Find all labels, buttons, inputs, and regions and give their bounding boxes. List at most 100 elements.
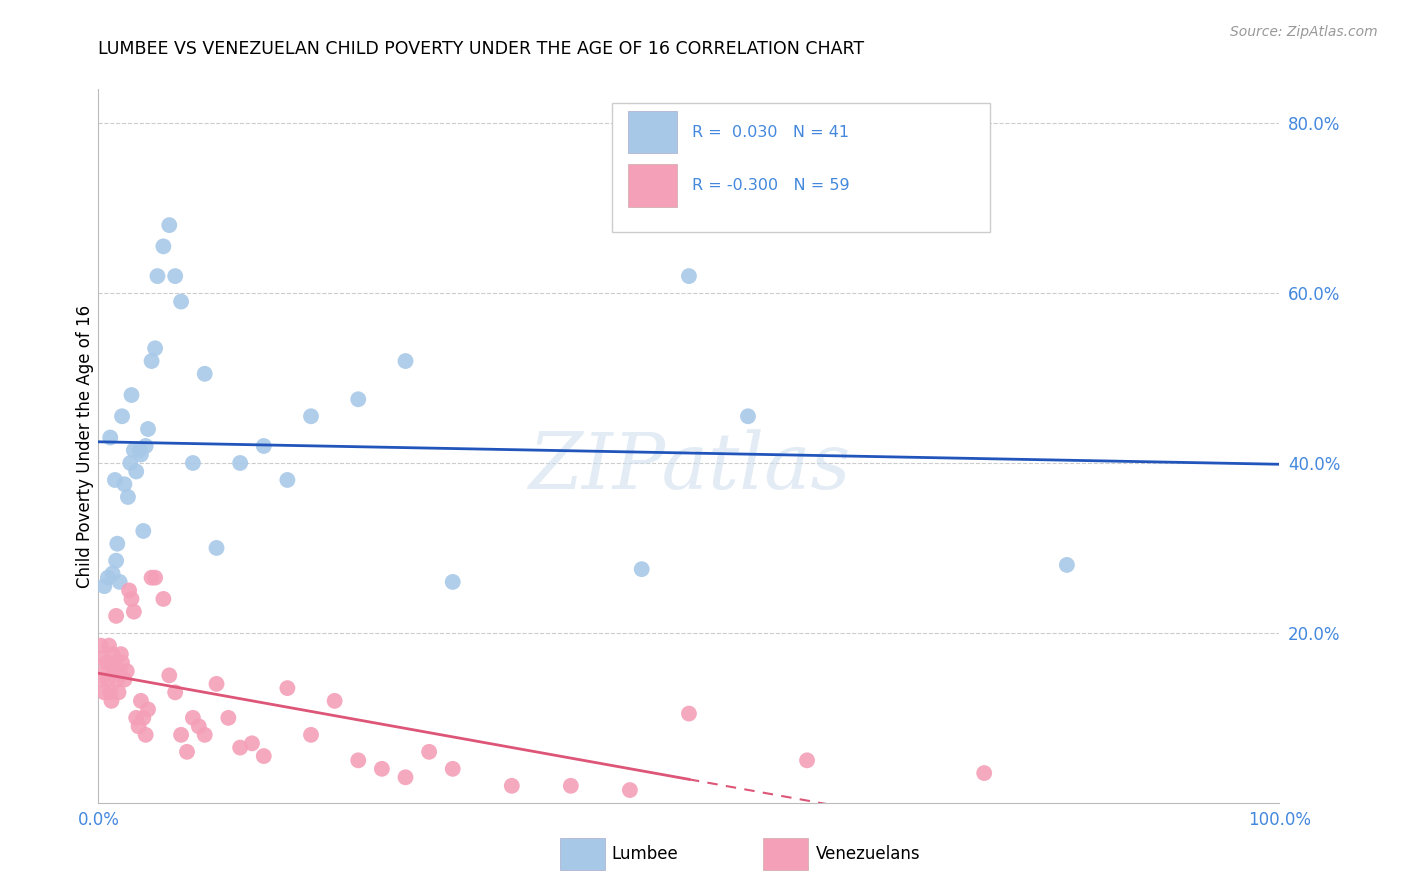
- Point: [105, 673, 128, 687]
- Point: [98, 685, 121, 699]
- Point: [973, 766, 995, 780]
- Point: [371, 762, 394, 776]
- Point: [146, 269, 169, 284]
- Point: [105, 537, 128, 551]
- Point: [229, 456, 252, 470]
- Point: [128, 443, 150, 458]
- Point: [418, 745, 440, 759]
- Point: [97, 571, 120, 585]
- Point: [100, 694, 122, 708]
- Point: [205, 541, 228, 555]
- Point: [394, 770, 416, 784]
- Point: [121, 388, 143, 402]
- Point: [347, 753, 370, 767]
- Point: [120, 456, 142, 470]
- Point: [737, 409, 759, 424]
- Point: [125, 711, 148, 725]
- Point: [194, 728, 217, 742]
- Point: [132, 711, 155, 725]
- Point: [194, 367, 217, 381]
- Point: [93, 579, 115, 593]
- Point: [678, 269, 700, 284]
- Point: [121, 591, 143, 606]
- Point: [619, 783, 641, 797]
- Point: [111, 409, 134, 424]
- Point: [1056, 558, 1078, 572]
- Point: [152, 239, 174, 253]
- Point: [630, 562, 652, 576]
- Point: [94, 664, 117, 678]
- Point: [157, 218, 180, 232]
- Point: [205, 677, 228, 691]
- Point: [111, 656, 134, 670]
- Point: [97, 673, 120, 687]
- Point: [108, 664, 131, 678]
- Point: [101, 566, 124, 581]
- Point: [91, 673, 114, 687]
- Point: [141, 571, 163, 585]
- Point: [170, 294, 193, 309]
- Point: [141, 354, 163, 368]
- Point: [90, 639, 112, 653]
- Point: [105, 554, 128, 568]
- Point: [165, 269, 187, 284]
- Text: Source: ZipAtlas.com: Source: ZipAtlas.com: [1230, 25, 1378, 39]
- Point: [323, 694, 346, 708]
- Point: [132, 524, 155, 538]
- Text: R = -0.300   N = 59: R = -0.300 N = 59: [693, 178, 851, 193]
- Point: [93, 685, 115, 699]
- Point: [122, 443, 145, 458]
- Point: [125, 465, 148, 479]
- Point: [299, 409, 322, 424]
- Point: [152, 591, 174, 606]
- Point: [98, 639, 121, 653]
- FancyBboxPatch shape: [627, 111, 678, 153]
- Point: [112, 477, 135, 491]
- Point: [176, 745, 198, 759]
- Point: [181, 456, 204, 470]
- Point: [110, 647, 132, 661]
- Point: [136, 702, 159, 716]
- Y-axis label: Child Poverty Under the Age of 16: Child Poverty Under the Age of 16: [76, 304, 94, 588]
- Text: Venezuelans: Venezuelans: [815, 845, 920, 863]
- Point: [105, 608, 128, 623]
- Point: [143, 571, 166, 585]
- Point: [112, 673, 135, 687]
- Point: [678, 706, 700, 721]
- Point: [108, 574, 131, 589]
- Point: [118, 583, 141, 598]
- Point: [441, 762, 464, 776]
- Point: [181, 711, 204, 725]
- Point: [240, 736, 263, 750]
- Text: LUMBEE VS VENEZUELAN CHILD POVERTY UNDER THE AGE OF 16 CORRELATION CHART: LUMBEE VS VENEZUELAN CHILD POVERTY UNDER…: [98, 40, 865, 58]
- Point: [104, 473, 127, 487]
- Point: [91, 651, 114, 665]
- Point: [117, 490, 139, 504]
- Point: [96, 656, 118, 670]
- Point: [347, 392, 370, 407]
- Point: [276, 681, 298, 695]
- Point: [103, 664, 125, 678]
- Point: [122, 605, 145, 619]
- Point: [187, 719, 209, 733]
- Text: ZIPatlas: ZIPatlas: [527, 429, 851, 506]
- Point: [253, 749, 276, 764]
- Point: [796, 753, 818, 767]
- Point: [299, 728, 322, 742]
- Point: [135, 439, 157, 453]
- Point: [394, 354, 416, 368]
- FancyBboxPatch shape: [612, 103, 990, 232]
- Point: [143, 341, 166, 355]
- Point: [136, 422, 159, 436]
- Point: [135, 728, 157, 742]
- FancyBboxPatch shape: [627, 164, 678, 207]
- Text: Lumbee: Lumbee: [612, 845, 678, 863]
- Point: [98, 430, 121, 444]
- Point: [104, 656, 127, 670]
- Point: [129, 448, 152, 462]
- Point: [253, 439, 276, 453]
- Point: [560, 779, 582, 793]
- Point: [107, 685, 129, 699]
- Point: [101, 647, 124, 661]
- Point: [128, 719, 150, 733]
